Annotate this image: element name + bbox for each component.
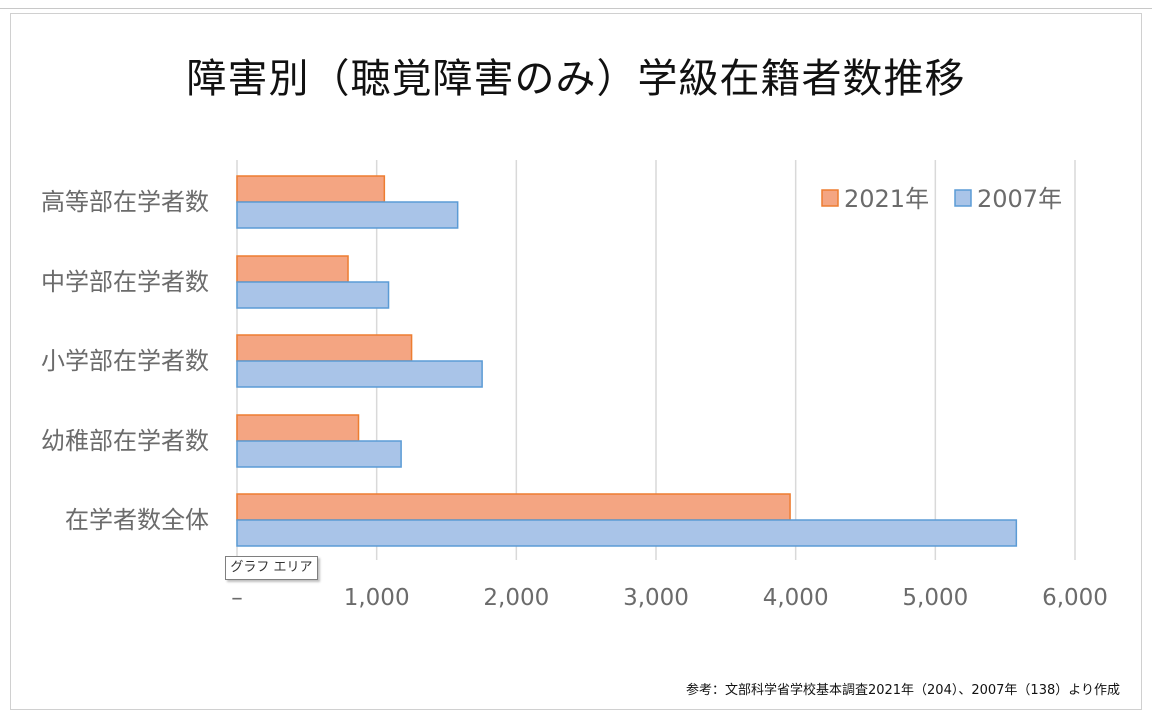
bar-s2007-0[interactable] — [236, 201, 459, 229]
x-tick-label-0: – — [231, 585, 243, 611]
legend-swatch-0[interactable] — [821, 189, 839, 207]
category-label-0: 高等部在学者数 — [41, 188, 209, 216]
bar-s2021-0[interactable] — [236, 175, 386, 203]
chart-title: 障害別（聴覚障害のみ）学級在籍者数推移 — [186, 56, 966, 102]
bar-s2021-3[interactable] — [236, 414, 360, 442]
x-tick-labels: – 1,000 2,000 3,000 4,000 5,000 6,000 — [231, 585, 1108, 611]
category-label-2: 小学部在学者数 — [41, 347, 209, 375]
category-label-4: 在学者数全体 — [65, 506, 209, 534]
bar-s2007-4[interactable] — [236, 519, 1018, 547]
legend-swatch-1[interactable] — [954, 189, 972, 207]
bar-s2021-2[interactable] — [236, 334, 413, 362]
x-tick-label-3: 3,000 — [623, 585, 689, 611]
category-label-1: 中学部在学者数 — [41, 268, 209, 296]
bar-s2007-1[interactable] — [236, 281, 390, 309]
category-label-3: 幼稚部在学者数 — [41, 427, 209, 455]
legend-label-0[interactable]: 2021年 — [844, 185, 929, 213]
legend: 2021年 2007年 — [821, 185, 1062, 213]
x-tick-label-1: 1,000 — [344, 585, 410, 611]
legend-label-1[interactable]: 2007年 — [977, 185, 1062, 213]
bar-s2007-3[interactable] — [236, 440, 402, 468]
source-note: 参考：文部科学省学校基本調査2021年（204）、2007年（138）より作成 — [685, 683, 1120, 698]
x-tick-label-2: 2,000 — [483, 585, 549, 611]
bar-s2007-2[interactable] — [236, 360, 483, 388]
chart-frame[interactable] — [10, 13, 1142, 710]
x-tick-label-5: 5,000 — [902, 585, 968, 611]
bars — [236, 175, 1018, 547]
bar-s2021-4[interactable] — [236, 493, 791, 521]
chart-area-tooltip: グラフ エリア — [225, 556, 318, 580]
bar-s2021-1[interactable] — [236, 255, 349, 283]
x-tick-label-6: 6,000 — [1042, 585, 1108, 611]
top-divider — [0, 8, 1152, 9]
x-tick-label-4: 4,000 — [763, 585, 829, 611]
